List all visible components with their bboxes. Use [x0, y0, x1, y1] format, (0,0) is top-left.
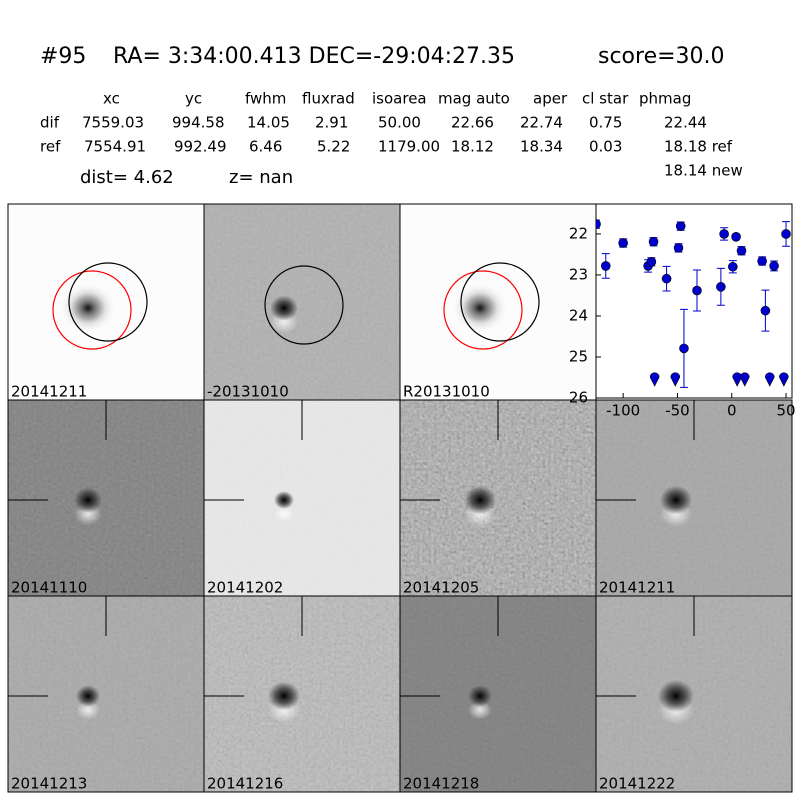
x-tick-label: -50 — [665, 402, 690, 420]
column-header: xc — [103, 90, 120, 108]
y-tick-label: 24 — [569, 306, 588, 324]
y-tick-label: 26 — [569, 389, 588, 407]
phmag-new: 18.14 new — [664, 162, 743, 180]
table-cell: 0.75 — [589, 114, 622, 132]
table-cell: 0.03 — [589, 138, 622, 156]
point — [719, 229, 729, 239]
point — [769, 261, 779, 271]
stamp: R20131010 — [399, 203, 597, 401]
table-cell: 5.22 — [317, 138, 350, 156]
stamp-label: 20141110 — [11, 579, 87, 597]
point — [673, 243, 684, 253]
light-curve: -100 -50 0 50 22 23 24 25 26 — [569, 203, 796, 420]
stamp: 20141216 — [203, 595, 401, 793]
point — [596, 219, 601, 229]
point — [618, 238, 628, 248]
point — [600, 261, 611, 271]
stamp: 20141205 — [399, 399, 597, 597]
stamp-label: 20141211 — [599, 579, 675, 597]
stamp: 20141218 — [399, 595, 597, 793]
upper-limit — [649, 372, 660, 387]
stamp-label: 20141222 — [599, 775, 675, 793]
table-cell: 992.49 — [174, 138, 227, 156]
stamp-label: 20141216 — [207, 775, 283, 793]
column-header: aper — [533, 90, 568, 108]
stamp-label: 20141218 — [403, 775, 479, 793]
stamp: -20131010 — [203, 203, 401, 401]
table-cell: 22.66 — [451, 114, 494, 132]
upper-limit — [779, 372, 789, 387]
column-header: mag auto — [438, 90, 510, 108]
stamp-grid: 20141211 -20131010 R20131010 20141110 201412… — [7, 203, 793, 793]
table-cell: dif — [40, 114, 60, 132]
table-cell: 7554.91 — [84, 138, 146, 156]
stamp: 20141202 — [203, 399, 401, 597]
upper-limit — [670, 372, 681, 387]
point — [679, 343, 689, 354]
point — [661, 273, 672, 284]
table-cell: 6.46 — [249, 138, 282, 156]
point — [646, 257, 657, 267]
table-cell: 50.00 — [378, 114, 421, 132]
point — [760, 305, 771, 316]
y-tick-label: 25 — [569, 347, 588, 365]
point — [675, 221, 686, 231]
x-tick-label: 50 — [776, 402, 795, 420]
point — [648, 236, 659, 247]
stamp-label: 20141211 — [11, 383, 87, 401]
stamp: 20141213 — [7, 595, 205, 793]
point — [728, 261, 738, 272]
stamp-label: 20141205 — [403, 579, 479, 597]
table-cell: 18.18 ref — [664, 138, 733, 156]
y-tick-label: 23 — [569, 265, 588, 283]
point — [781, 229, 791, 239]
point — [731, 232, 741, 242]
x-tick-label: -100 — [606, 402, 640, 420]
plot-area — [595, 203, 793, 399]
stamp-label: -20131010 — [207, 383, 289, 401]
table-cell: 22.74 — [520, 114, 563, 132]
table-cell: 22.44 — [664, 114, 707, 132]
column-header: yc — [185, 90, 202, 108]
stamp: 20141222 — [595, 595, 793, 793]
error-bar — [596, 219, 600, 229]
stamp: 20141211 — [595, 399, 793, 597]
table-cell: 18.34 — [520, 138, 563, 156]
table-cell: 1179.00 — [378, 138, 440, 156]
column-header: fluxrad — [302, 90, 355, 108]
table-cell: ref — [40, 138, 61, 156]
stamp: 20141110 — [7, 399, 205, 597]
column-header: fwhm — [245, 90, 286, 108]
column-header: cl star — [582, 90, 629, 108]
redshift: z= nan — [229, 167, 293, 188]
table-cell: 994.58 — [172, 114, 225, 132]
table-cell: 18.12 — [451, 138, 494, 156]
table-cell: 14.05 — [247, 114, 290, 132]
stamp-label: 20141213 — [11, 775, 87, 793]
stamp: 20141211 — [7, 203, 205, 401]
upper-limit — [739, 372, 750, 387]
upper-limit — [764, 372, 775, 387]
y-tick-label: 22 — [569, 224, 588, 242]
point — [757, 256, 767, 266]
score: score=30.0 — [598, 44, 725, 69]
x-tick-label: 0 — [727, 402, 737, 420]
point — [736, 245, 747, 256]
point — [716, 282, 726, 292]
coords: RA= 3:34:00.413 DEC=-29:04:27.35 — [113, 44, 515, 69]
stamp-label: 20141202 — [207, 579, 283, 597]
stamp-label: R20131010 — [403, 383, 490, 401]
object-id: #95 — [40, 44, 86, 69]
table-cell: 7559.03 — [82, 114, 144, 132]
column-header: isoarea — [372, 90, 427, 108]
dist: dist= 4.62 — [80, 167, 174, 188]
point — [692, 285, 702, 296]
column-header: phmag — [639, 90, 691, 108]
table-cell: 2.91 — [315, 114, 348, 132]
